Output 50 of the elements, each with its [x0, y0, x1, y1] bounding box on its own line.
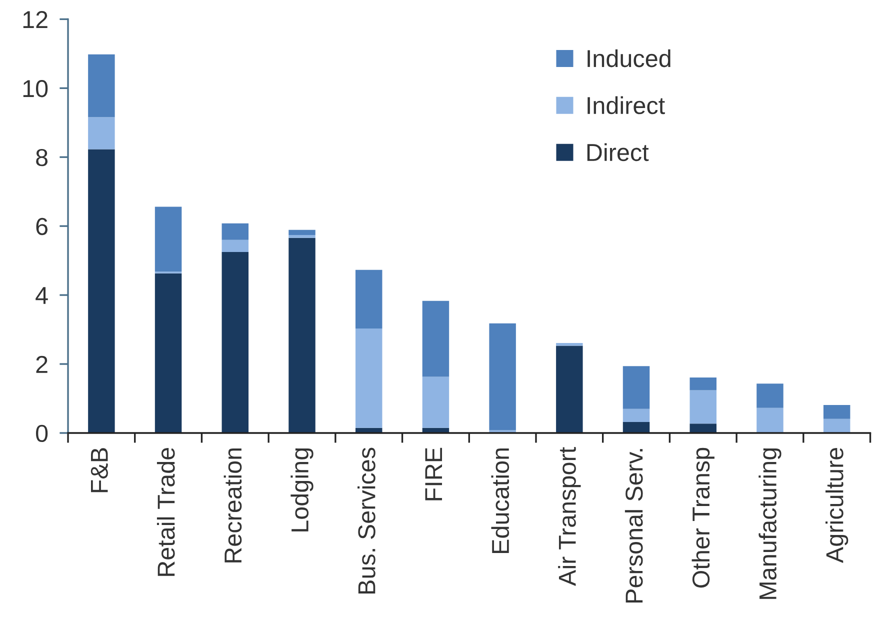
bar — [154, 206, 182, 272]
x-tick-label: Retail Trade — [156, 448, 175, 576]
bar — [288, 235, 316, 238]
bar — [690, 390, 716, 424]
bar — [222, 252, 249, 433]
legend-label: Induced — [588, 49, 670, 68]
y-tick-label: 4 — [36, 287, 48, 304]
bar — [756, 384, 784, 408]
x-tick-label: Other Transp — [692, 448, 714, 588]
bar — [622, 422, 650, 433]
bar — [288, 230, 316, 236]
x-tick-label: F&B — [90, 448, 108, 492]
bar — [422, 376, 450, 428]
x-tick-label: Recreation — [224, 448, 242, 562]
y-tick-label: 12 — [23, 11, 48, 28]
bar — [622, 366, 650, 409]
bar — [288, 238, 316, 433]
legend-label: Indirect — [588, 96, 665, 114]
x-tick-label: Personal Serv. — [624, 449, 643, 602]
legend-label: Direct — [587, 143, 649, 162]
x-tick-label: Manufacturing — [758, 448, 782, 599]
bar — [88, 54, 115, 118]
y-tick-label: 6 — [36, 218, 48, 236]
x-tick-label: Education — [491, 448, 510, 553]
y-tick-label: 10 — [23, 80, 48, 98]
x-tick-label: FIRE — [425, 448, 442, 500]
bar — [690, 424, 716, 433]
bar — [222, 240, 249, 252]
bar — [823, 405, 850, 419]
bar — [556, 342, 583, 346]
x-tick-label: Bus. Services — [358, 448, 376, 594]
bar — [690, 377, 716, 390]
bar — [154, 273, 182, 433]
bar — [88, 149, 115, 433]
y-tick-label: 0 — [36, 424, 48, 442]
bar — [823, 418, 850, 433]
bar — [622, 408, 650, 422]
bar — [556, 346, 583, 433]
x-tick-label: Lodging — [290, 448, 314, 532]
bar — [222, 223, 249, 240]
bar — [756, 408, 784, 433]
bar — [422, 300, 450, 377]
bar — [355, 270, 382, 329]
y-tick-label: 2 — [36, 356, 48, 373]
x-tick-label: Agriculture — [826, 448, 848, 563]
y-tick-label: 8 — [36, 148, 48, 166]
bar — [88, 117, 115, 150]
x-tick-label: Air Transport — [558, 447, 581, 586]
bar — [355, 328, 382, 428]
bar — [489, 323, 516, 430]
